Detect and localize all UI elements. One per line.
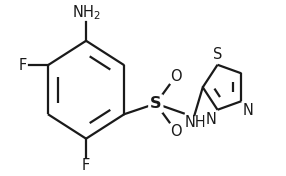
Text: F: F [19, 58, 27, 73]
Text: N: N [205, 112, 216, 127]
Text: N: N [243, 103, 254, 118]
Text: NH$_2$: NH$_2$ [72, 3, 101, 22]
Text: S: S [213, 47, 222, 62]
Text: NH: NH [184, 115, 206, 130]
Text: F: F [82, 158, 90, 173]
Text: O: O [171, 124, 182, 139]
Text: O: O [171, 68, 182, 84]
Text: S: S [150, 96, 162, 111]
